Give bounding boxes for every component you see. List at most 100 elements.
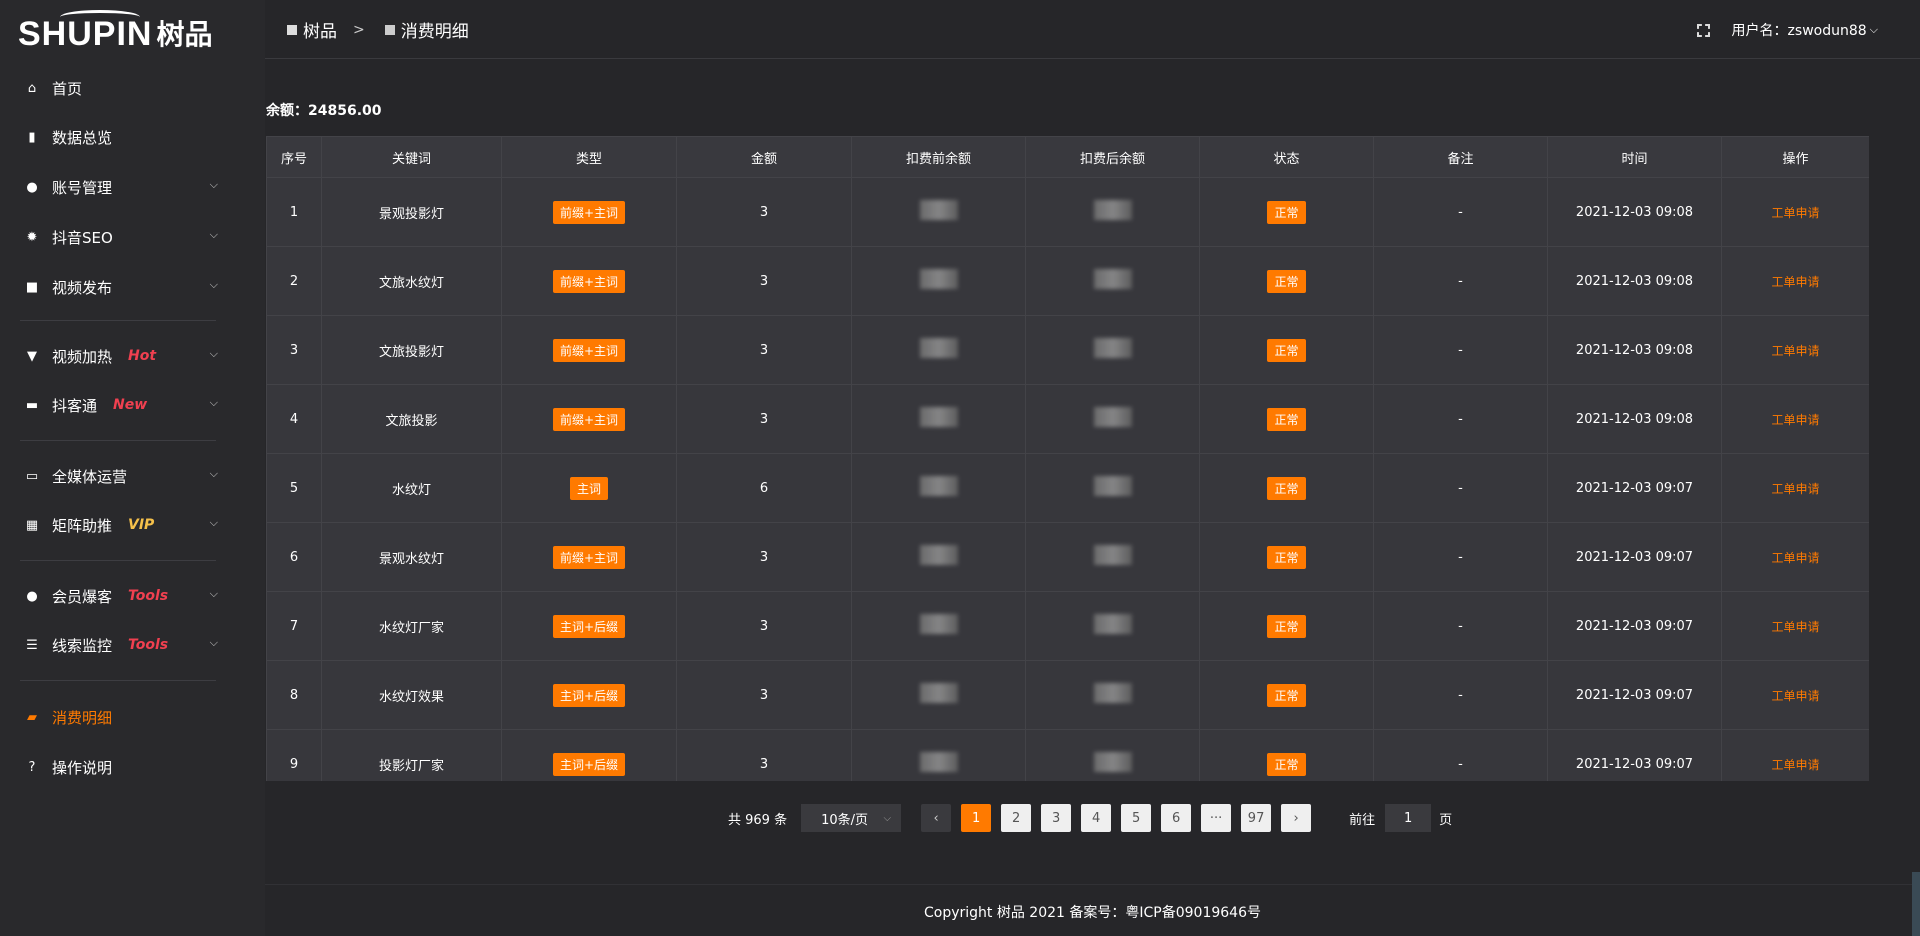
ticket-apply-link[interactable]: 工单申请 [1771, 205, 1820, 220]
type-badge: 前缀+主词 [552, 269, 626, 293]
page-button[interactable]: ··· [1201, 804, 1232, 832]
sidebar-item-6[interactable]: ▬ 抖客通 New ⌵ [0, 385, 240, 425]
amount: 3 [676, 591, 852, 661]
sidebar-item-9[interactable]: ● 会员爆客 Tools ⌵ [0, 576, 240, 616]
page-size-select[interactable]: 10条/页 ⌵ [801, 804, 902, 832]
status-cell: 正常 [1199, 384, 1374, 454]
row-number: 4 [266, 384, 322, 454]
chevron-down-icon: ⌵ [209, 396, 218, 409]
time: 2021-12-03 09:08 [1547, 315, 1722, 385]
redacted-value [1093, 683, 1132, 703]
ticket-apply-link[interactable]: 工单申请 [1771, 619, 1820, 634]
column-header: 金额 [676, 136, 852, 178]
ticket-apply-link[interactable]: 工单申请 [1771, 688, 1820, 703]
chevron-down-icon[interactable]: ⌵ [1869, 23, 1878, 36]
redacted-value [919, 752, 958, 772]
sidebar-item-1[interactable]: ▮ 数据总览 [0, 117, 240, 157]
column-header: 类型 [501, 136, 677, 178]
user-menu[interactable]: 用户名：zswodun88 [1731, 23, 1867, 39]
redacted-value [919, 545, 958, 565]
wallet-icon [384, 24, 395, 35]
page-button[interactable]: 97 [1241, 804, 1272, 832]
amount: 3 [676, 315, 852, 385]
status-cell: 正常 [1199, 246, 1374, 316]
table-row: 3 文旅投影灯 前缀+主词 3 正常 - 2021-12-03 09:08 工单… [266, 315, 1869, 385]
sidebar-item-4[interactable]: ■ 视频发布 ⌵ [0, 267, 240, 307]
page-button[interactable]: 2 [1001, 804, 1032, 832]
ticket-apply-link[interactable]: 工单申请 [1771, 757, 1820, 772]
page-size-value: 10条/页 [821, 812, 869, 828]
keyword: 文旅水纹灯 [321, 246, 502, 316]
sidebar-item-tag: New [113, 397, 148, 413]
redacted-value [1093, 407, 1132, 427]
note: - [1373, 453, 1548, 523]
type-badge: 前缀+主词 [552, 545, 626, 569]
page-button[interactable]: 4 [1081, 804, 1112, 832]
breadcrumb: 树品 > 消费明细 [287, 17, 469, 42]
ticket-apply-link[interactable]: 工单申请 [1771, 550, 1820, 565]
fullscreen-icon[interactable] [1696, 23, 1710, 37]
sidebar-item-7[interactable]: ▭ 全媒体运营 ⌵ [0, 456, 240, 496]
sidebar-item-0[interactable]: ⌂ 首页 [0, 68, 240, 108]
row-number: 7 [266, 591, 322, 661]
redacted-value [1093, 269, 1132, 289]
sidebar-item-10[interactable]: ☰ 线索监控 Tools ⌵ [0, 625, 240, 665]
sidebar-divider [20, 680, 216, 681]
amount: 3 [676, 384, 852, 454]
ticket-apply-link[interactable]: 工单申请 [1771, 412, 1820, 427]
balance: 余额：24856.00 [266, 103, 382, 119]
type-cell: 主词+后缀 [501, 660, 677, 730]
action-cell: 工单申请 [1721, 177, 1869, 247]
balance-after-cell [1025, 315, 1200, 385]
sidebar-item-11[interactable]: ▰ 消费明细 [0, 697, 240, 737]
sidebar-item-8[interactable]: ▦ 矩阵助推 VIP ⌵ [0, 505, 240, 545]
footer-divider [265, 884, 1920, 885]
note: - [1373, 591, 1548, 661]
footer: Copyright 树品 2021 备案号：粤ICP备09019646号 [924, 905, 1261, 921]
balance-before-cell [851, 315, 1026, 385]
page-button[interactable]: 5 [1121, 804, 1152, 832]
breadcrumb-home[interactable]: 树品 [303, 22, 337, 42]
goto-page-input[interactable]: 1 [1385, 804, 1432, 832]
balance-after-cell [1025, 246, 1200, 316]
ticket-apply-link[interactable]: 工单申请 [1771, 274, 1820, 289]
keyword: 水纹灯厂家 [321, 591, 502, 661]
sliders-icon: ☰ [26, 637, 38, 653]
table-row: 5 水纹灯 主词 6 正常 - 2021-12-03 09:07 工单申请 [266, 453, 1869, 523]
prev-page-button[interactable]: ‹ [921, 804, 952, 832]
note: - [1373, 177, 1548, 247]
note: - [1373, 315, 1548, 385]
sidebar-item-label: 抖音SEO [52, 228, 113, 247]
redacted-value [1093, 476, 1132, 496]
type-badge: 主词+后缀 [552, 752, 626, 776]
ticket-apply-link[interactable]: 工单申请 [1771, 343, 1820, 358]
scrollbar[interactable] [1912, 872, 1920, 936]
logo: SHUPIN 树品 [18, 10, 212, 52]
page-button[interactable]: 1 [961, 804, 992, 832]
grid-icon: ▦ [25, 517, 39, 533]
amount: 3 [676, 729, 852, 781]
note: - [1373, 384, 1548, 454]
page-button[interactable]: 3 [1041, 804, 1072, 832]
sidebar-item-12[interactable]: ? 操作说明 [0, 747, 240, 787]
chevron-down-icon: ⌵ [209, 636, 218, 649]
amount: 6 [676, 453, 852, 523]
keyword: 水纹灯效果 [321, 660, 502, 730]
billboard-icon: ▼ [27, 348, 37, 364]
ticket-apply-link[interactable]: 工单申请 [1771, 481, 1820, 496]
image-icon [287, 24, 297, 35]
sidebar-item-5[interactable]: ▼ 视频加热 Hot ⌵ [0, 336, 240, 376]
page-button[interactable]: 6 [1161, 804, 1192, 832]
status-badge: 正常 [1267, 752, 1306, 776]
sidebar-item-3[interactable]: ✹ 抖音SEO ⌵ [0, 217, 240, 257]
balance-after-cell [1025, 384, 1200, 454]
next-page-button[interactable]: › [1281, 804, 1312, 832]
balance-before-cell [851, 729, 1026, 781]
redacted-value [919, 614, 958, 634]
sidebar-item-label: 全媒体运营 [52, 467, 128, 486]
type-badge: 前缀+主词 [552, 338, 626, 362]
redacted-value [1093, 545, 1132, 565]
sidebar-item-2[interactable]: ● 账号管理 ⌵ [0, 167, 240, 207]
balance-before-cell [851, 384, 1026, 454]
keyword: 文旅投影 [321, 384, 502, 454]
